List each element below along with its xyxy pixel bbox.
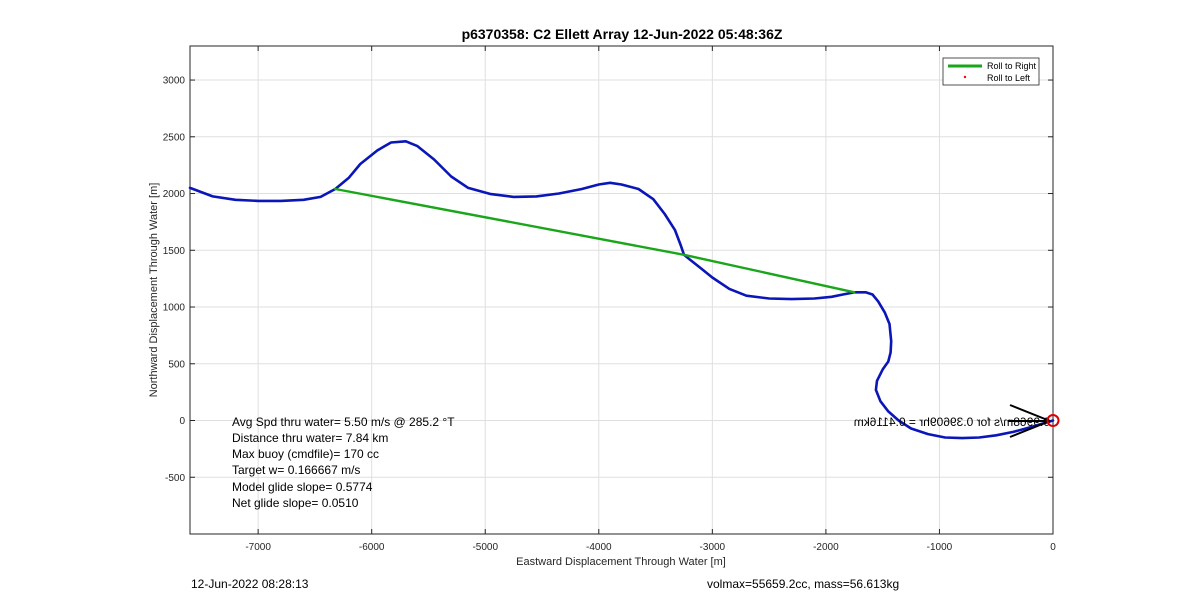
y-axis-label: Northward Displacement Through Water [m] (148, 183, 160, 398)
legend-swatch-roll-left (963, 75, 967, 79)
y-tick-label: 1000 (163, 303, 186, 314)
y-tick-label: 500 (168, 359, 185, 370)
footer-summary: volmax=55659.2cc, mass=56.613kg (707, 577, 900, 591)
surface-marker (1046, 414, 1060, 428)
mirrored-drift-text: 0.9968m/s for 0.39609hr = 0.4116km (854, 415, 1050, 429)
footer-timestamp: 12-Jun-2022 08:28:13 (191, 577, 309, 591)
x-tick-label: -5000 (472, 542, 498, 553)
legend: Roll to Right Roll to Left (942, 57, 1040, 86)
y-tick-label: -500 (165, 473, 185, 484)
drift-arrow (1008, 404, 1051, 438)
plot-area (189, 45, 1054, 535)
y-tick-label: 2500 (163, 132, 186, 143)
drift-annotation: 0.9968m/s for 0.39609hr = 0.4116km (854, 404, 1051, 438)
stat-net-glide-slope: Net glide slope= 0.0510 (232, 496, 359, 510)
x-axis-label: Eastward Displacement Through Water [m] (516, 556, 726, 568)
stat-distance: Distance thru water= 7.84 km (232, 431, 388, 445)
stat-target-w: Target w= 0.166667 m/s (232, 463, 360, 477)
x-tick-label: -4000 (586, 542, 612, 553)
x-tick-label: -7000 (245, 542, 271, 553)
x-tick-label: 0 (1050, 542, 1056, 553)
legend-label-roll-left: Roll to Left (987, 73, 1031, 83)
chart-title: p6370358: C2 Ellett Array 12-Jun-2022 05… (462, 26, 783, 42)
x-tick-label: -2000 (813, 542, 839, 553)
surface-marker-circle (1046, 414, 1060, 428)
y-tick-label: 1500 (163, 246, 186, 257)
stat-avg-speed: Avg Spd thru water= 5.50 m/s @ 285.2 °T (232, 415, 455, 429)
stat-max-buoy: Max buoy (cmdfile)= 170 cc (232, 447, 379, 461)
x-tick-label: -1000 (927, 542, 953, 553)
y-tick-label: 3000 (163, 76, 186, 87)
y-tick-label: 0 (179, 416, 185, 427)
roll-to-right-line (334, 187, 856, 294)
legend-label-roll-right: Roll to Right (987, 61, 1037, 71)
data-series (188, 140, 1055, 440)
glider-track-line (188, 140, 1055, 440)
x-tick-label: -6000 (359, 542, 385, 553)
x-tick-label: -3000 (700, 542, 726, 553)
axis-ticks: -7000 -6000 -5000 -4000 -3000 -2000 -1000 0-500… (163, 46, 1056, 553)
stats-annotation: Avg Spd thru water= 5.50 m/s @ 285.2 °T … (232, 415, 455, 510)
stat-model-glide-slope: Model glide slope= 0.5774 (232, 480, 373, 494)
y-tick-label: 2000 (163, 189, 186, 200)
grid (190, 46, 1054, 534)
legend-box (942, 57, 1040, 86)
